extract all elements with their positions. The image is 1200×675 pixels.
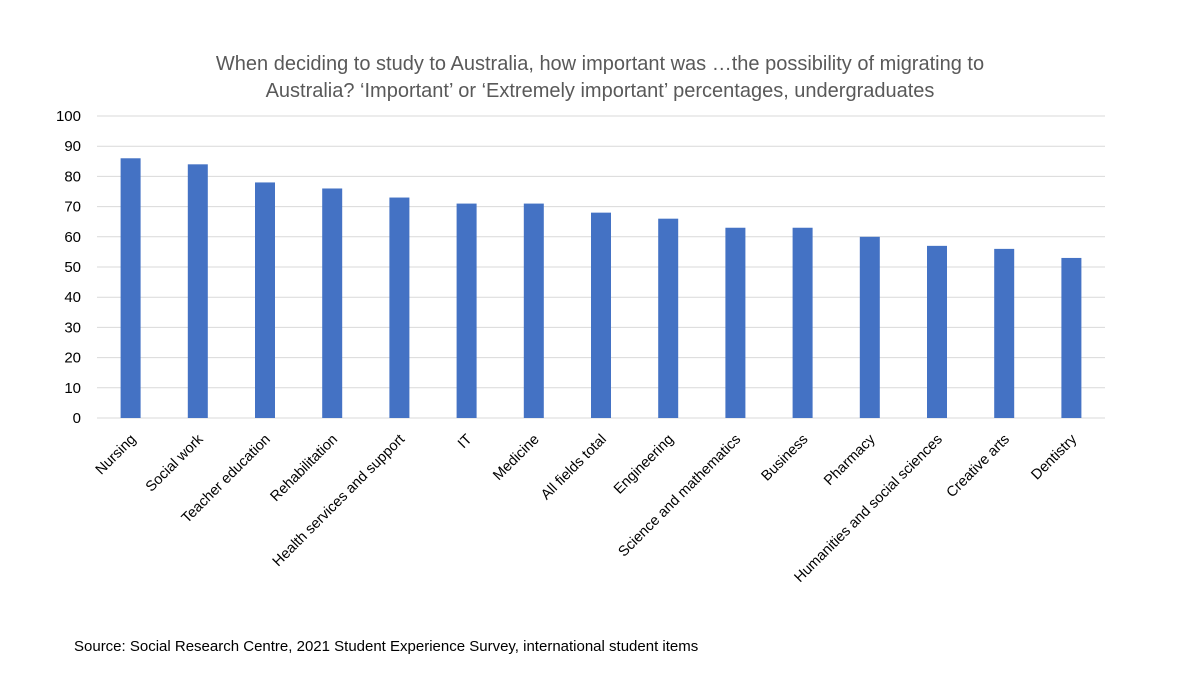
x-category-label: Science and mathematics [616, 432, 745, 561]
y-tick-label: 60 [64, 229, 81, 246]
bar [725, 227, 746, 418]
x-category-label: Medicine [490, 432, 542, 484]
x-category-label: Social work [143, 431, 207, 495]
bar [658, 218, 679, 418]
bar [322, 188, 343, 418]
bar [1061, 257, 1082, 418]
bar [591, 212, 611, 418]
x-category-label: Rehabilitation [268, 432, 341, 505]
bar [187, 164, 208, 418]
bar [523, 203, 544, 418]
x-category-label: Business [759, 432, 812, 485]
x-category-label: Health services and support [270, 432, 408, 570]
x-category-label: IT [455, 431, 476, 452]
x-category-label: All fields total [538, 432, 610, 504]
source-note: Source: Social Research Centre, 2021 Stu… [74, 638, 698, 655]
chart-title-line-2: Australia? ‘Important’ or ‘Extremely imp… [266, 80, 935, 102]
y-tick-label: 70 [64, 199, 81, 216]
chart-title: When deciding to study to Australia, how… [216, 53, 984, 102]
bar [456, 203, 477, 418]
bar [994, 248, 1015, 418]
bars [120, 158, 1082, 418]
y-tick-label: 100 [56, 108, 81, 125]
bar [389, 197, 410, 418]
x-category-label: Engineering [611, 432, 677, 498]
x-category-label: Humanities and social sciences [791, 432, 945, 586]
bar [255, 182, 275, 418]
bar [792, 227, 813, 418]
bar [859, 236, 880, 418]
x-category-label: Pharmacy [821, 431, 879, 489]
y-tick-label: 30 [64, 319, 81, 336]
chart-title-line-1: When deciding to study to Australia, how… [216, 53, 984, 75]
y-tick-label: 10 [64, 380, 81, 397]
bar [927, 245, 947, 418]
y-axis-tick-labels: 0 10 20 30 40 50 60 70 80 90 100 [56, 108, 81, 427]
x-category-label: Nursing [93, 432, 140, 479]
bar [120, 158, 141, 418]
y-tick-label: 0 [73, 410, 81, 427]
x-category-label: Dentistry [1028, 431, 1080, 483]
y-tick-label: 50 [64, 259, 81, 276]
y-tick-label: 40 [64, 289, 81, 306]
x-category-label: Creative arts [944, 432, 1013, 501]
y-tick-label: 80 [64, 168, 81, 185]
y-tick-label: 20 [64, 350, 81, 367]
y-tick-label: 90 [64, 138, 81, 155]
